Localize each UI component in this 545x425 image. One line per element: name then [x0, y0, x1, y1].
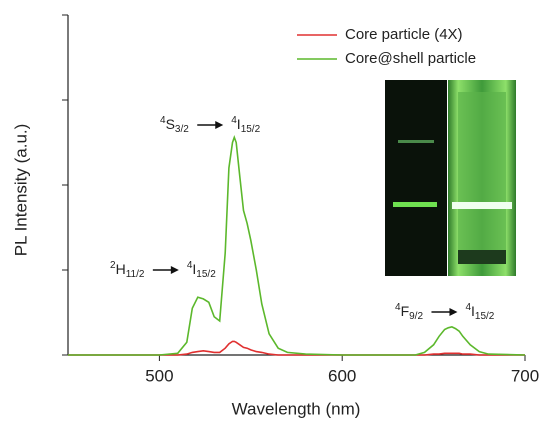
annotation-term: 4I15/2 — [465, 302, 494, 322]
superscript: 4 — [160, 115, 166, 126]
annotation-term: 4I15/2 — [231, 115, 260, 135]
symbol: H — [116, 261, 126, 277]
symbol: I — [471, 303, 475, 319]
legend-label: Core@shell particle — [345, 50, 476, 67]
symbol: I — [237, 116, 241, 132]
x-tick-label: 600 — [328, 366, 356, 385]
superscript: 4 — [395, 302, 401, 313]
arrow-head — [215, 121, 224, 129]
x-axis-title: Wavelength (nm) — [232, 399, 361, 418]
subscript: 3/2 — [175, 124, 189, 135]
symbol: F — [401, 303, 410, 319]
annotation-term: 4I15/2 — [187, 260, 216, 280]
x-tick-label: 700 — [511, 366, 539, 385]
legend-label: Core particle (4X) — [345, 26, 463, 43]
x-tick-label: 500 — [145, 366, 173, 385]
superscript: 4 — [465, 302, 471, 313]
arrow-head — [170, 266, 179, 274]
inset-photo — [385, 80, 516, 276]
symbol: S — [166, 116, 175, 132]
arrow-head — [449, 308, 458, 316]
y-axis-title: PL Intensity (a.u.) — [11, 124, 30, 257]
line-series — [68, 135, 526, 356]
superscript: 4 — [231, 115, 237, 126]
superscript: 2 — [110, 260, 116, 271]
annotation-term: 4F9/2 — [395, 302, 423, 322]
subscript: 15/2 — [241, 124, 261, 135]
annotation-term: 2H11/2 — [110, 260, 145, 280]
subscript: 11/2 — [126, 269, 145, 280]
annotation-term: 4S3/2 — [160, 115, 189, 135]
subscript: 9/2 — [409, 311, 423, 322]
annotation: 2H11/2 4I15/2 — [110, 260, 216, 280]
subscript: 15/2 — [196, 269, 216, 280]
subscript: 15/2 — [475, 311, 495, 322]
superscript: 4 — [187, 260, 193, 271]
line-series — [68, 340, 525, 356]
symbol: I — [192, 261, 196, 277]
